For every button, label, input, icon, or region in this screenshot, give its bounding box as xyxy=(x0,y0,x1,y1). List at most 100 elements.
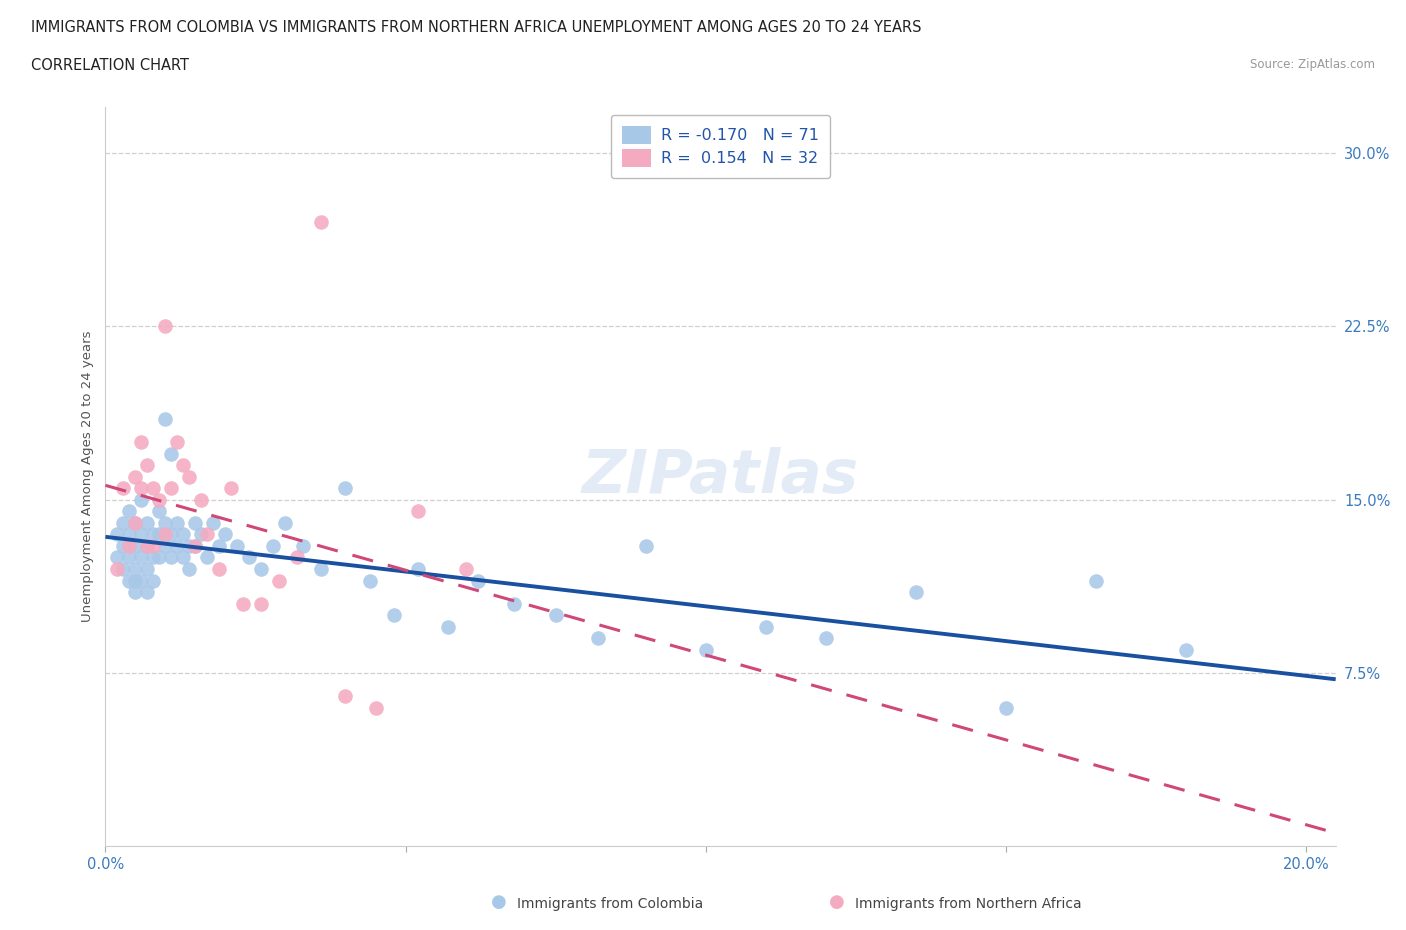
Point xyxy=(184,515,207,530)
Point xyxy=(142,481,165,496)
Text: ●: ● xyxy=(828,894,845,911)
Point xyxy=(112,538,135,553)
Point xyxy=(202,515,225,530)
Point xyxy=(311,562,333,577)
Point xyxy=(238,550,260,565)
Point xyxy=(467,573,489,588)
Point xyxy=(190,492,212,507)
Point xyxy=(190,527,212,542)
Point xyxy=(274,515,297,530)
Point xyxy=(124,573,146,588)
Point xyxy=(179,562,201,577)
Point xyxy=(136,538,159,553)
Point xyxy=(142,538,165,553)
Point xyxy=(179,538,201,553)
Text: CORRELATION CHART: CORRELATION CHART xyxy=(31,58,188,73)
Text: Immigrants from Colombia: Immigrants from Colombia xyxy=(517,897,703,911)
Point xyxy=(197,527,219,542)
Point xyxy=(814,631,837,645)
Point xyxy=(166,515,188,530)
Point xyxy=(287,550,309,565)
Point xyxy=(112,481,135,496)
Point xyxy=(118,573,141,588)
Point xyxy=(148,504,170,519)
Point xyxy=(136,458,159,472)
Point xyxy=(179,470,201,485)
Point xyxy=(142,527,165,542)
Point xyxy=(155,319,177,334)
Point xyxy=(335,481,357,496)
Point xyxy=(226,538,249,553)
Point xyxy=(131,481,153,496)
Point xyxy=(160,446,183,461)
Point xyxy=(994,700,1017,715)
Point xyxy=(359,573,381,588)
Point xyxy=(107,527,129,542)
Point xyxy=(124,562,146,577)
Point xyxy=(118,527,141,542)
Point xyxy=(197,550,219,565)
Point xyxy=(118,550,141,565)
Point xyxy=(166,538,188,553)
Point xyxy=(172,458,194,472)
Point xyxy=(406,504,429,519)
Point xyxy=(124,538,146,553)
Point xyxy=(335,689,357,704)
Point xyxy=(107,562,129,577)
Point xyxy=(148,492,170,507)
Point xyxy=(107,550,129,565)
Point xyxy=(124,585,146,600)
Point xyxy=(454,562,477,577)
Text: ●: ● xyxy=(491,894,508,911)
Point xyxy=(172,550,194,565)
Point xyxy=(131,434,153,449)
Point xyxy=(214,527,236,542)
Point xyxy=(208,562,231,577)
Point xyxy=(148,527,170,542)
Point xyxy=(136,538,159,553)
Point xyxy=(904,585,927,600)
Point xyxy=(124,515,146,530)
Point xyxy=(250,596,273,611)
Point xyxy=(263,538,285,553)
Point xyxy=(311,215,333,230)
Point xyxy=(232,596,254,611)
Point xyxy=(502,596,524,611)
Point xyxy=(269,573,291,588)
Point xyxy=(634,538,657,553)
Point xyxy=(131,527,153,542)
Point xyxy=(1174,643,1197,658)
Point xyxy=(131,550,153,565)
Point xyxy=(136,515,159,530)
Point xyxy=(118,538,141,553)
Y-axis label: Unemployment Among Ages 20 to 24 years: Unemployment Among Ages 20 to 24 years xyxy=(82,331,94,622)
Point xyxy=(221,481,243,496)
Point xyxy=(124,470,146,485)
Point xyxy=(136,562,159,577)
Point xyxy=(755,619,778,634)
Point xyxy=(364,700,387,715)
Point xyxy=(184,538,207,553)
Text: ZIPatlas: ZIPatlas xyxy=(582,447,859,506)
Point xyxy=(131,573,153,588)
Point xyxy=(250,562,273,577)
Point xyxy=(148,550,170,565)
Point xyxy=(142,573,165,588)
Point xyxy=(124,515,146,530)
Point xyxy=(406,562,429,577)
Legend: R = -0.170   N = 71, R =  0.154   N = 32: R = -0.170 N = 71, R = 0.154 N = 32 xyxy=(612,115,830,178)
Point xyxy=(160,481,183,496)
Point xyxy=(382,608,405,623)
Point xyxy=(160,527,183,542)
Text: IMMIGRANTS FROM COLOMBIA VS IMMIGRANTS FROM NORTHERN AFRICA UNEMPLOYMENT AMONG A: IMMIGRANTS FROM COLOMBIA VS IMMIGRANTS F… xyxy=(31,20,921,35)
Point xyxy=(142,550,165,565)
Point xyxy=(184,538,207,553)
Point xyxy=(118,504,141,519)
Point xyxy=(155,527,177,542)
Point xyxy=(208,538,231,553)
Text: Source: ZipAtlas.com: Source: ZipAtlas.com xyxy=(1250,58,1375,71)
Point xyxy=(112,562,135,577)
Point xyxy=(544,608,567,623)
Point xyxy=(155,411,177,426)
Point xyxy=(160,550,183,565)
